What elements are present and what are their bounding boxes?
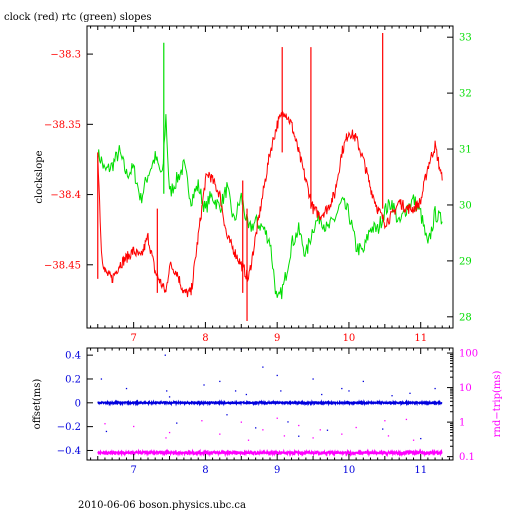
y2-tick-label: 100 xyxy=(459,349,478,360)
offset-outlier-point xyxy=(341,387,343,390)
offset-outlier-point xyxy=(255,427,257,429)
offset-outlier-point xyxy=(125,387,128,390)
offset-outlier-point xyxy=(391,395,393,397)
offset-outlier-point xyxy=(280,390,282,392)
offset-outlier-point xyxy=(326,429,329,431)
roundtrip-outlier-point xyxy=(319,429,321,431)
y-tick-label: 0 xyxy=(75,398,81,409)
offset-outlier-point xyxy=(262,366,264,368)
offset-outlier-point xyxy=(100,378,103,380)
roundtrip-series-band xyxy=(97,448,443,458)
slope-panel: 7 8 9 10 11 −38.3 −38.35 −38.4 −38.45 28 29 30 31 32 3… xyxy=(34,25,472,344)
y-tick-label: −38.45 xyxy=(44,260,81,271)
x-tick-label: 9 xyxy=(274,465,280,476)
roundtrip-outlier-point xyxy=(104,423,106,425)
offset-outlier-point xyxy=(245,393,248,396)
offset-outlier-point xyxy=(348,390,350,392)
x-tick-label: 8 xyxy=(202,465,208,476)
clock-series-line xyxy=(97,110,443,298)
y-tick-label: −38.35 xyxy=(44,120,81,131)
y-tick-label: −0.2 xyxy=(57,422,81,433)
roundtrip-outlier-point xyxy=(276,417,278,419)
offset-outlier-point xyxy=(434,387,436,390)
offset-outlier-point xyxy=(203,384,205,386)
roundtrip-outlier-point xyxy=(165,437,167,439)
roundtrip-outlier-point xyxy=(298,424,300,427)
y2-tick-label: 0.1 xyxy=(459,452,475,463)
offset-outlier-point xyxy=(168,396,171,398)
y2-tick-label: 28 xyxy=(459,312,472,323)
roundtrip-outlier-point xyxy=(405,418,408,421)
offset-series-band xyxy=(97,399,443,407)
y2-tick-label: 31 xyxy=(459,145,472,156)
chart-title: clock (red) rtc (green) slopes xyxy=(4,12,152,23)
offset-outlier-point xyxy=(321,393,323,396)
offset-outlier-point xyxy=(287,421,289,423)
offset-outlier-point xyxy=(420,437,422,440)
roundtrip-outlier-point xyxy=(355,426,357,429)
y2-tick-label: 33 xyxy=(459,33,472,44)
y-tick-label: −0.4 xyxy=(57,446,81,457)
x-tick-label: 10 xyxy=(343,333,356,344)
y2-tick-label: 1 xyxy=(459,418,465,429)
offset-panel: 7 8 9 10 11 0.4 0.2 0 −0.2 −0.4 0.1 1 10 100 offset(ms… xyxy=(32,347,503,476)
x-tick-label: 8 xyxy=(202,333,208,344)
roundtrip-outlier-point xyxy=(384,420,386,422)
offset-outlier-point xyxy=(226,414,228,416)
y2-tick-label: 30 xyxy=(459,200,472,211)
roundtrip-outlier-point xyxy=(247,439,250,441)
x-tick-label: 10 xyxy=(343,465,356,476)
offset-outlier-point xyxy=(164,354,166,356)
y-axis-label: offset(ms) xyxy=(32,379,43,430)
offset-outlier-point xyxy=(276,374,278,377)
roundtrip-outlier-point xyxy=(133,425,135,428)
y-tick-label: −38.3 xyxy=(50,50,81,61)
offset-outlier-point xyxy=(234,390,237,392)
offset-outlier-point xyxy=(382,428,384,430)
offset-outlier-point xyxy=(166,390,168,392)
offset-outlier-point xyxy=(219,380,221,383)
y-axis-label: clockslope xyxy=(34,150,45,203)
roundtrip-outlier-point xyxy=(168,431,171,434)
offset-outlier-point xyxy=(362,380,364,383)
roundtrip-outlier-point xyxy=(201,420,203,422)
x-tick-label: 9 xyxy=(274,333,280,344)
rtc-series-line xyxy=(97,114,443,300)
offset-outlier-point xyxy=(409,392,411,394)
offset-outlier-point xyxy=(176,422,178,424)
footer-text: 2010-06-06 boson.physics.ubc.ca xyxy=(78,500,246,511)
offset-outlier-point xyxy=(105,430,108,433)
slope-plot-frame xyxy=(86,25,454,329)
offset-outlier-point xyxy=(298,435,300,437)
roundtrip-outlier-point xyxy=(219,433,221,435)
offset-outlier-point xyxy=(312,378,314,380)
roundtrip-outlier-point xyxy=(387,435,390,437)
y2-tick-label: 32 xyxy=(459,89,472,100)
y-tick-label: 0.2 xyxy=(65,374,81,385)
x-tick-label: 11 xyxy=(414,465,427,476)
y2-axis-label: rnd−trip(ms) xyxy=(492,370,503,437)
y2-tick-label: 29 xyxy=(459,256,472,267)
roundtrip-outlier-point xyxy=(262,429,264,431)
x-tick-label: 7 xyxy=(130,465,136,476)
y2-tick-label: 10 xyxy=(459,383,472,394)
roundtrip-outlier-point xyxy=(312,437,314,439)
roundtrip-outlier-point xyxy=(240,421,242,423)
y-tick-label: 0.4 xyxy=(65,351,81,362)
y-tick-label: −38.4 xyxy=(50,190,81,201)
x-tick-label: 7 xyxy=(130,333,136,344)
x-tick-label: 11 xyxy=(414,333,427,344)
roundtrip-outlier-point xyxy=(283,435,286,437)
roundtrip-outlier-point xyxy=(412,439,415,441)
roundtrip-outlier-point xyxy=(341,433,343,435)
